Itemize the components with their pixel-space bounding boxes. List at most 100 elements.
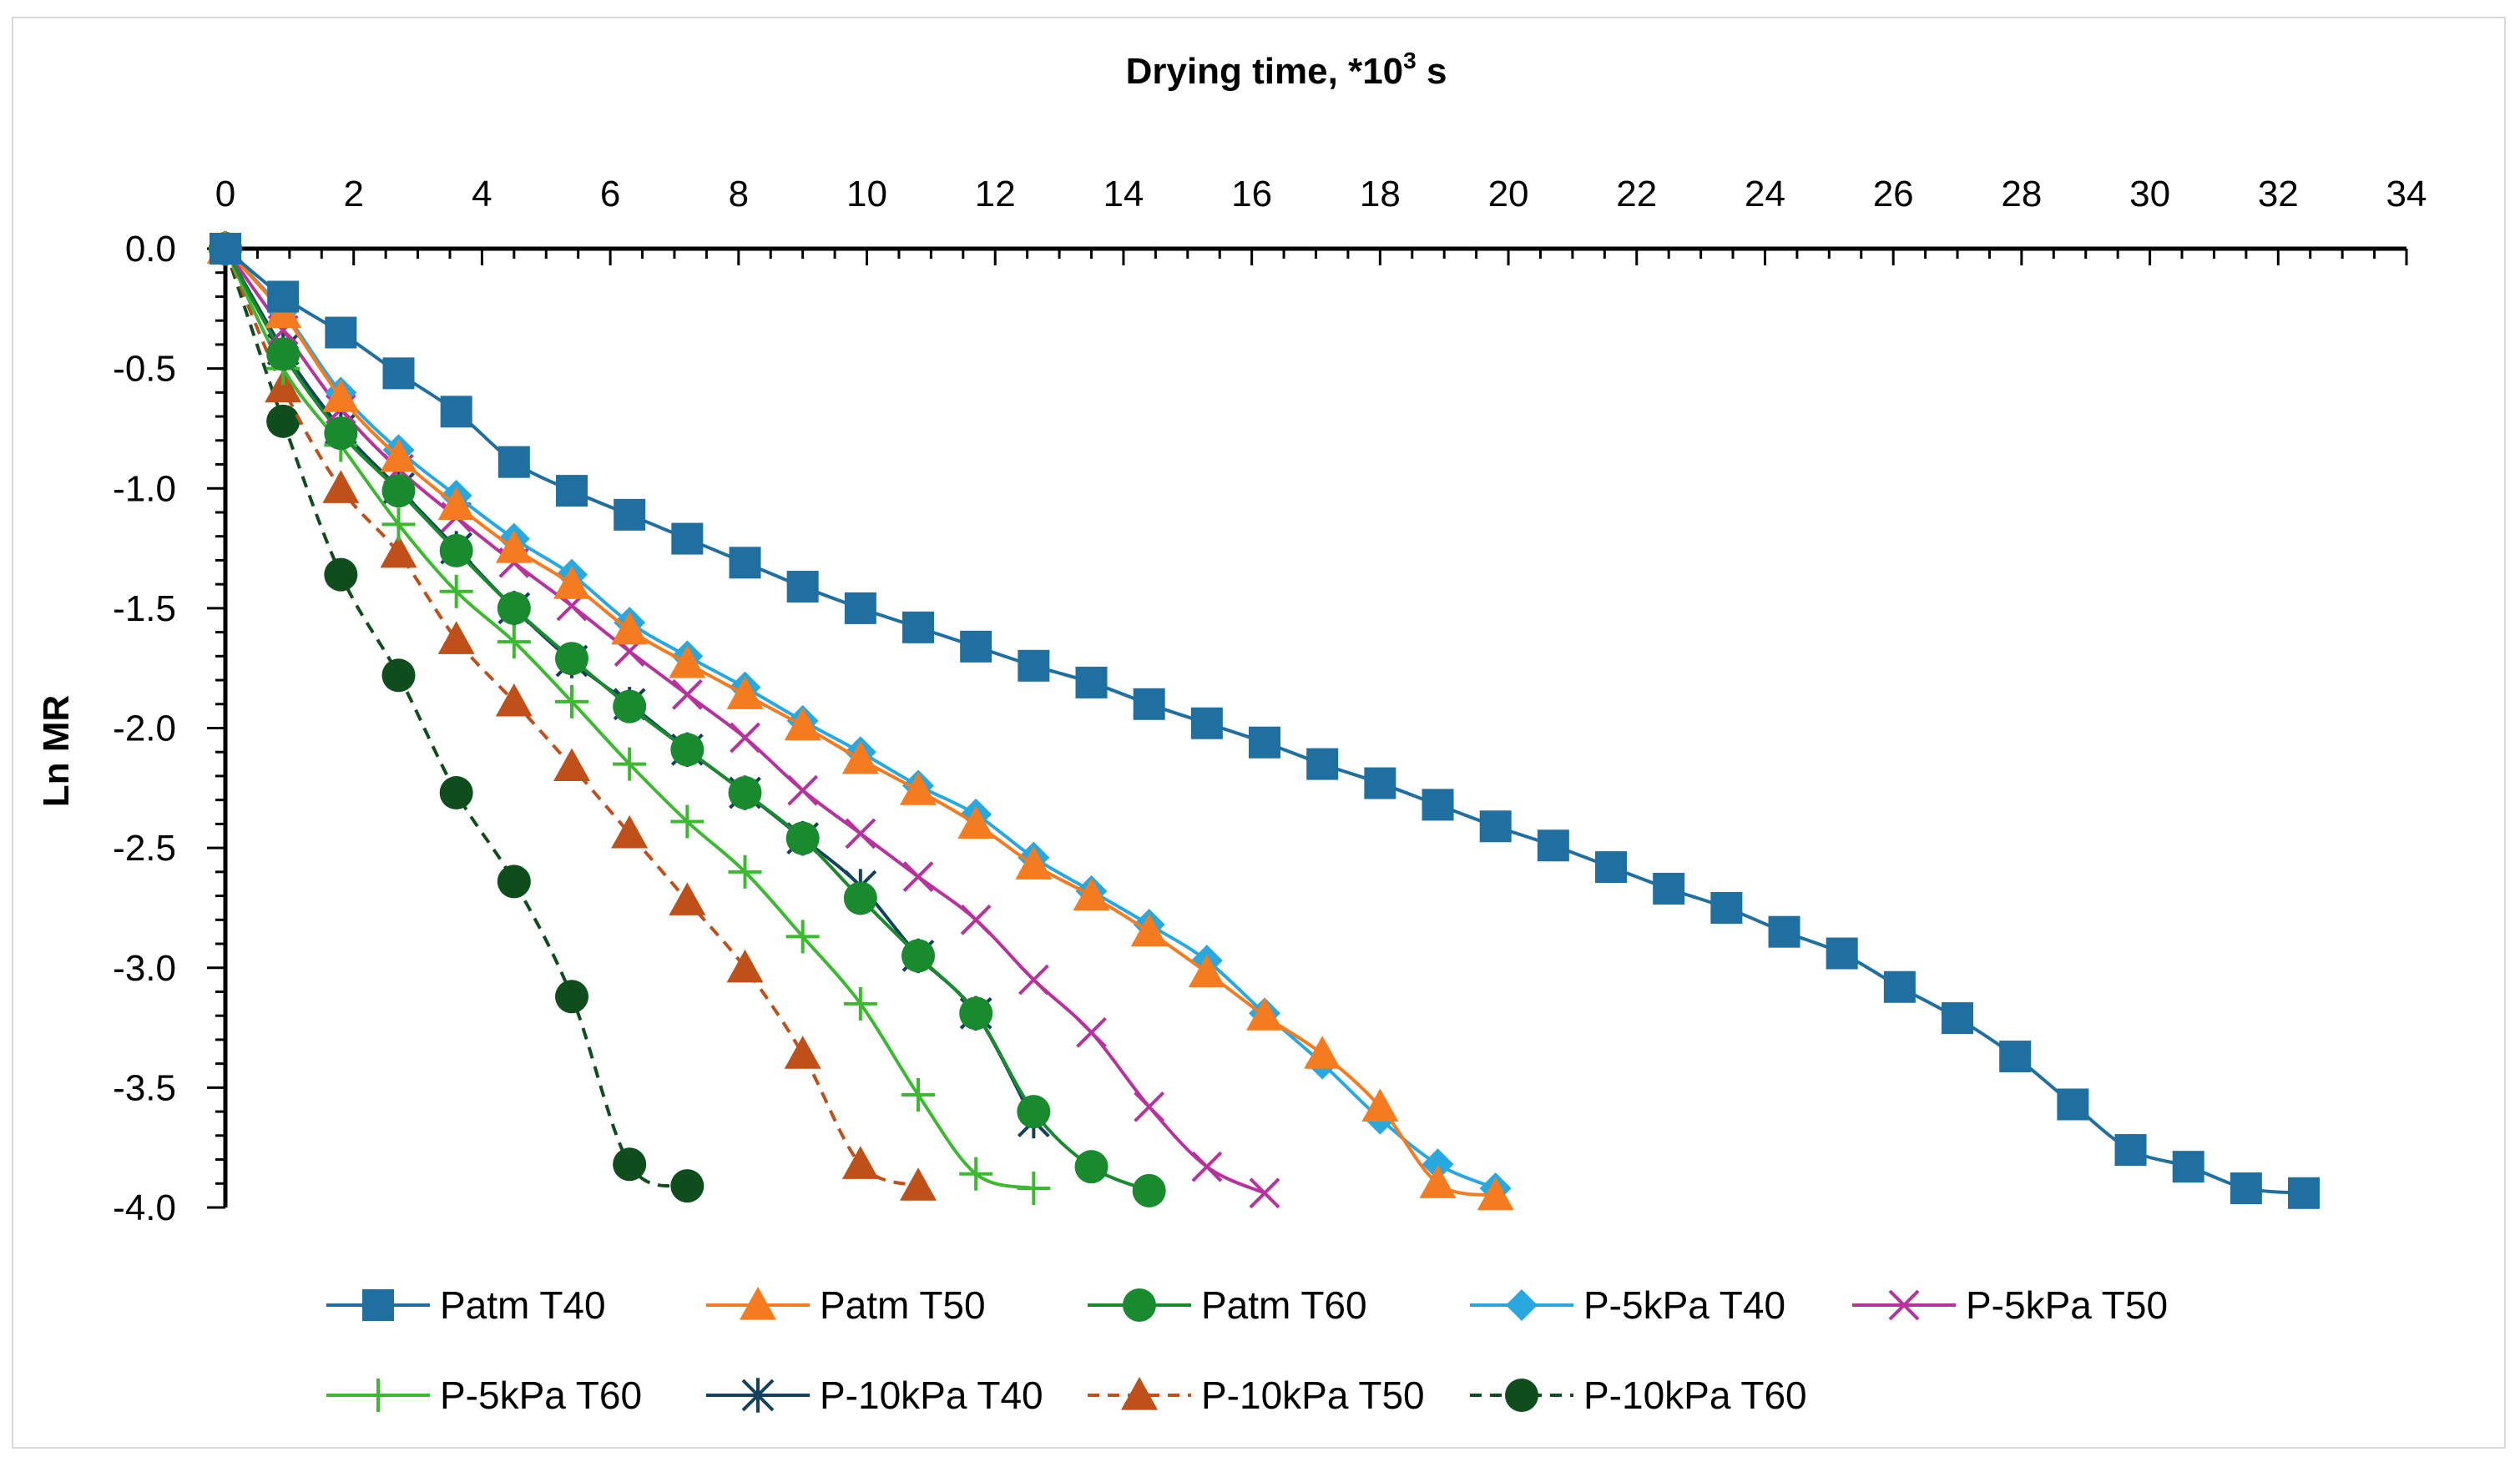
legend-item: Patm T60 [1088,1283,1367,1327]
data-point [555,684,589,718]
legend-marker [740,1287,776,1320]
data-point [497,625,531,659]
legend: Patm T40 Patm T50 Patm T60 P-5kPa T40 P-5kPa… [326,1283,2168,1417]
series-line [224,248,1150,1192]
legend-item: P-10kPa T60 [1470,1374,1807,1417]
data-point [1132,1173,1166,1207]
data-point [555,980,589,1014]
y-tick-label: -4.0 [113,1187,176,1228]
x-tick-label: 20 [1488,174,1529,214]
legend-label: P-5kPa T40 [1583,1283,1785,1327]
y-tick-label: -3.0 [113,948,176,989]
data-point [1422,789,1454,821]
data-point [2288,1177,2321,1209]
data-point [959,1157,993,1191]
series-line [224,248,1034,1190]
data-point [843,881,877,915]
x-tick-label: 12 [975,174,1016,214]
data-point [960,630,992,663]
data-point [670,1169,704,1203]
data-point [380,534,417,568]
data-point [611,814,649,849]
x-tick-label: 16 [1231,174,1272,214]
data-point [1076,1016,1107,1048]
data-point [2114,1134,2147,1167]
legend-label: P-10kPa T50 [1201,1374,1425,1417]
legend-label: P-5kPa T50 [1966,1283,2168,1327]
x-tick-label: 28 [2001,174,2042,214]
legend-label: Patm T50 [820,1283,986,1327]
legend-item: P-10kPa T50 [1088,1374,1425,1417]
data-point [786,571,819,603]
data-point [669,882,706,915]
x-tick-label: 32 [2258,174,2299,214]
data-point [959,996,993,1031]
data-point [1422,1148,1454,1181]
data-point [902,611,935,643]
data-point [2057,1088,2089,1121]
data-point [267,280,300,313]
x-axis-title: Drying time, *103 s [1126,48,1447,92]
series-p-10kpa-t40 [209,231,1050,1139]
data-point [1479,810,1512,843]
data-point [1942,1002,1974,1035]
series-line [224,247,1265,1195]
y-tick-label: -1.5 [113,588,176,629]
data-point [325,316,357,349]
data-point [265,369,302,403]
data-point [1304,1036,1341,1069]
legend-label: Patm T40 [440,1283,606,1327]
legend-item: P-5kPa T40 [1470,1283,1785,1327]
data-point [784,707,821,741]
data-point [841,740,879,774]
data-point [1361,1088,1399,1122]
legend-item: P-10kPa T40 [706,1374,1043,1417]
data-point [784,1036,821,1069]
data-point [440,396,472,428]
data-point [671,522,704,555]
data-point [210,233,241,265]
legend-marker [361,1379,395,1412]
data-point [611,611,649,645]
data-point [729,547,761,579]
data-point [322,470,360,503]
series-line [224,247,1497,1190]
x-tick-label: 4 [472,174,492,214]
data-point [901,939,936,973]
data-point [1191,1151,1223,1182]
data-point [1999,1041,2032,1073]
data-point [1018,649,1050,682]
data-point [845,818,876,849]
y-tick-label: 0.0 [125,229,176,270]
x-tick-label: 8 [729,174,749,214]
data-point [841,1146,879,1179]
series-p-5kpa-t50 [210,233,1280,1209]
data-point [614,498,646,531]
data-point [1074,1150,1108,1184]
data-point [900,772,937,805]
data-point [437,621,475,654]
data-point [1075,666,1108,698]
legend-item: P-5kPa T60 [326,1374,642,1417]
series-line [224,247,1497,1197]
x-tick-label: 2 [343,174,363,214]
x-tick-label: 14 [1103,174,1144,214]
legend-label: P-5kPa T60 [440,1374,642,1417]
legend-marker [1123,1288,1156,1322]
data-point [556,475,588,507]
data-point [381,474,416,508]
legend-item: Patm T40 [326,1283,606,1327]
x-tick-label: 22 [1616,174,1657,214]
data-point [1073,877,1110,911]
data-point [1134,1091,1165,1122]
plot-area [207,230,2321,1211]
data-point [324,557,358,592]
chart-frame: Drying time, *103 s Ln MR 0 2 4 6 8 10 12 14 16 1… [12,17,2506,1449]
series-line [224,248,1036,1122]
chart: Drying time, *103 s Ln MR 0 2 4 6 8 10 12 14 16 1… [36,48,2427,1417]
data-point [437,486,475,520]
series-line [224,247,2305,1195]
data-point [1249,1177,1280,1209]
data-point [2230,1172,2262,1205]
legend-item: P-5kPa T50 [1852,1283,2168,1327]
